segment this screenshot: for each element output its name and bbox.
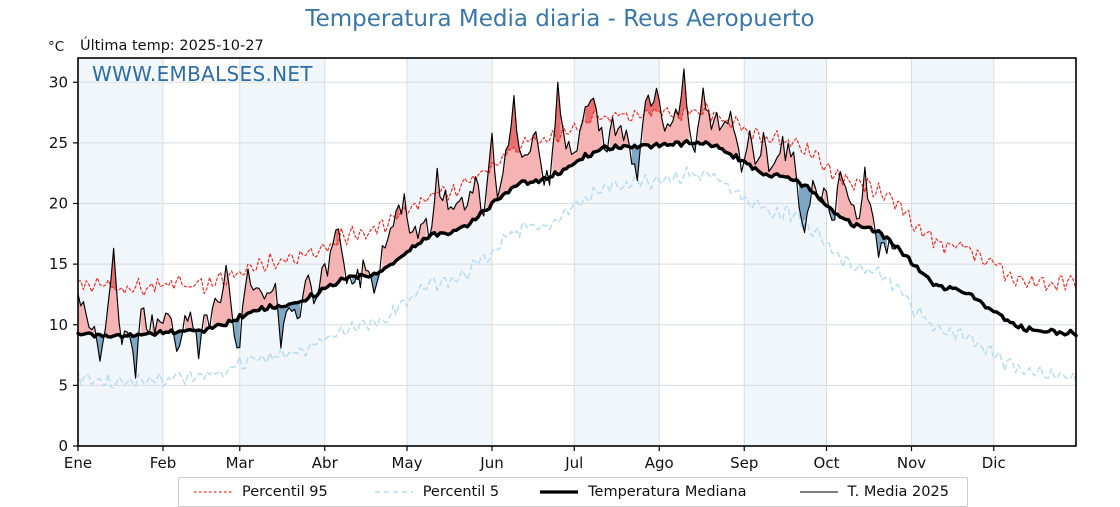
legend-label: T. Media 2025 xyxy=(847,484,949,500)
fill-above-p95 xyxy=(110,248,117,291)
fill-above-median xyxy=(382,193,427,271)
fill-above-median xyxy=(642,68,690,148)
plot-frame xyxy=(77,57,1077,447)
legend-item-temperatura-mediana[interactable]: Temperatura Mediana xyxy=(539,484,747,500)
series-percentil-95 xyxy=(77,101,1077,297)
month-band xyxy=(744,58,827,446)
legend-item-percentil-5[interactable]: Percentil 5 xyxy=(374,484,499,500)
fill-above-median xyxy=(141,307,147,335)
y-tick-label: 5 xyxy=(58,376,68,394)
fill-above-median xyxy=(837,167,874,232)
month-band xyxy=(407,58,493,446)
dotted-line-icon xyxy=(193,486,233,498)
y-tick-label: 30 xyxy=(49,73,68,91)
x-tick-label: Jul xyxy=(564,454,583,472)
month-band xyxy=(911,58,994,446)
fill-above-p95 xyxy=(675,68,687,121)
x-tick-label: Abr xyxy=(312,454,339,472)
anomaly-fills xyxy=(78,68,896,379)
fill-above-median xyxy=(486,95,542,211)
legend-label: Percentil 95 xyxy=(242,484,328,500)
legend-item-percentil-95[interactable]: Percentil 95 xyxy=(193,484,328,500)
chart-legend: Percentil 95 Percentil 5 Temperatura Media… xyxy=(178,477,968,507)
month-band xyxy=(78,58,163,446)
x-tick-label: Feb xyxy=(150,454,177,472)
y-tick-label: 25 xyxy=(49,134,68,152)
fill-above-median xyxy=(431,168,482,237)
x-tick-label: May xyxy=(392,454,423,472)
fill-below-median xyxy=(97,334,103,362)
month-band xyxy=(239,58,325,446)
x-tick-label: Dic xyxy=(982,454,1006,472)
series-percentil-5 xyxy=(77,166,1077,389)
fill-above-p95 xyxy=(645,88,660,117)
axes: 0 5 10 15 20 25 30 Ene Feb Mar Abr May Jun Jul Ago Sep O… xyxy=(49,57,1077,472)
thick-line-icon xyxy=(539,486,579,498)
fill-below-median xyxy=(195,329,202,359)
fill-above-p95 xyxy=(335,228,339,246)
fill-above-median xyxy=(152,313,172,336)
last-temp-subtitle: Última temp: 2025-10-27 xyxy=(80,38,264,54)
y-tick-label: 0 xyxy=(58,437,68,455)
x-tick-label: Jun xyxy=(479,454,503,472)
thin-line-icon xyxy=(799,486,839,498)
x-tick-label: Nov xyxy=(897,454,926,472)
y-tick-label: 20 xyxy=(49,195,68,213)
y-axis-unit-label: °C xyxy=(48,39,65,55)
x-tick-label: Ene xyxy=(64,454,92,472)
fill-above-p95 xyxy=(533,131,536,140)
x-tick-label: Mar xyxy=(226,454,255,472)
fill-above-median xyxy=(242,268,276,318)
x-tick-label: Sep xyxy=(730,454,758,472)
fill-above-median xyxy=(363,259,369,277)
x-tick-label: Ago xyxy=(645,454,674,472)
fill-above-p95 xyxy=(396,205,399,220)
fill-above-median xyxy=(609,117,630,150)
month-bands xyxy=(78,58,994,446)
y-tick-label: 10 xyxy=(49,316,68,334)
series-lines xyxy=(76,68,1078,389)
y-tick-label: 15 xyxy=(49,255,68,273)
fill-above-p95 xyxy=(555,82,561,143)
watermark-text: WWW.EMBALSES.NET xyxy=(92,62,313,86)
fill-above-p95 xyxy=(585,98,597,124)
legend-label: Temperatura Mediana xyxy=(588,484,747,500)
fill-above-median xyxy=(319,228,344,293)
fill-below-median xyxy=(875,230,887,258)
series-t-media-2025 xyxy=(77,68,899,379)
legend-item-t-media-2025[interactable]: T. Media 2025 xyxy=(799,484,949,500)
legend-label: Percentil 5 xyxy=(422,484,500,500)
dashed-line-icon xyxy=(374,486,414,498)
series-temperatura-mediana xyxy=(76,138,1078,340)
x-tick-label: Oct xyxy=(814,454,840,472)
fill-below-median xyxy=(278,301,301,348)
page-title: Temperatura Media diaria - Reus Aeropuer… xyxy=(305,6,815,32)
fill-above-median xyxy=(105,248,120,338)
